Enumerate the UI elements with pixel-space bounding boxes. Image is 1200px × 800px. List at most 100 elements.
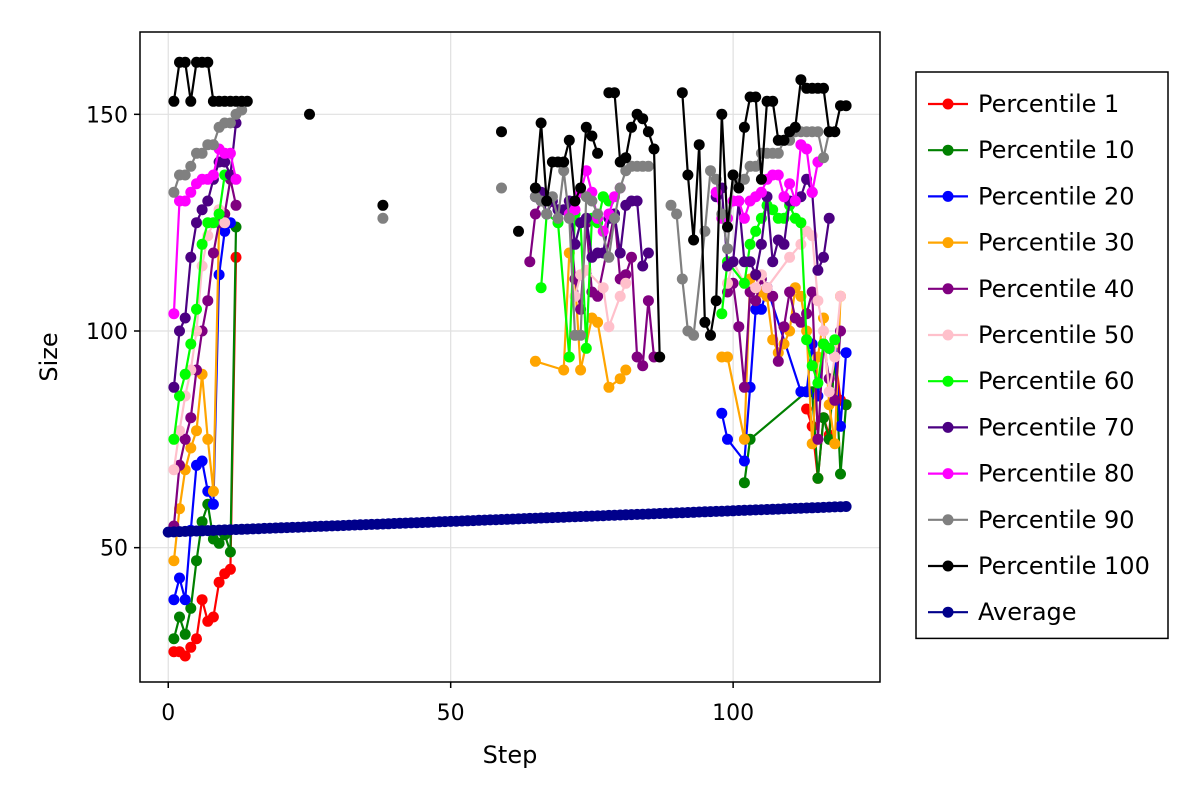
data-point (168, 464, 180, 476)
legend-item: Average (928, 598, 1077, 626)
data-point (603, 381, 615, 393)
data-point (744, 256, 756, 268)
data-point (580, 342, 592, 354)
data-point (818, 251, 829, 263)
data-point (558, 156, 570, 168)
data-point (179, 169, 191, 181)
data-point (654, 351, 666, 363)
data-point (230, 173, 242, 185)
data-point (213, 269, 225, 281)
data-point (558, 165, 570, 177)
data-point (716, 108, 728, 120)
data-point (626, 121, 637, 133)
data-point (614, 182, 626, 194)
data-point (620, 269, 632, 281)
data-point (168, 594, 180, 606)
data-point (744, 238, 756, 250)
data-point (377, 212, 389, 224)
data-point (722, 243, 733, 255)
data-point (168, 95, 180, 107)
legend-label: Percentile 10 (978, 136, 1135, 164)
data-point (784, 178, 796, 190)
data-point (631, 195, 643, 207)
data-point (575, 329, 587, 341)
data-point (761, 282, 773, 294)
y-axis-label: Size (35, 332, 63, 381)
data-point (224, 563, 236, 575)
data-point (738, 121, 750, 133)
legend-marker (942, 190, 954, 202)
data-point (179, 56, 191, 68)
data-point (716, 407, 728, 419)
data-point (207, 217, 219, 229)
data-point (224, 546, 236, 558)
data-point (219, 217, 231, 229)
legend-label: Average (978, 598, 1077, 626)
data-point (224, 147, 236, 159)
data-point (738, 381, 750, 393)
y-tick-label: 150 (86, 103, 128, 128)
data-point (185, 160, 197, 172)
data-point (524, 256, 536, 268)
data-point (823, 212, 835, 224)
data-point (772, 355, 784, 367)
data-point (829, 438, 841, 450)
axis-ticks: 0 50 100 50 100 150 (86, 103, 754, 726)
data-point (778, 191, 790, 203)
legend-item: Percentile 60 (928, 367, 1135, 395)
data-point (513, 225, 524, 237)
legend-marker (942, 375, 954, 387)
data-point (750, 160, 762, 172)
data-point (196, 260, 208, 272)
legend-box (915, 71, 1169, 640)
legend-marker (942, 329, 954, 341)
data-point (569, 238, 581, 250)
data-point (535, 282, 547, 294)
legend-marker (942, 237, 954, 249)
data-point (750, 269, 762, 281)
data-point (191, 303, 202, 315)
data-point (733, 321, 745, 333)
legend-label: Percentile 90 (978, 506, 1135, 534)
data-point (620, 364, 632, 376)
data-point (202, 433, 214, 445)
data-point (631, 351, 643, 363)
legend-label: Percentile 40 (978, 275, 1135, 303)
data-point (795, 316, 807, 328)
data-point (705, 165, 716, 177)
legend-label: Percentile 60 (978, 367, 1135, 395)
data-point (563, 351, 575, 363)
data-point (202, 56, 214, 68)
data-point (563, 134, 575, 146)
data-point (829, 126, 841, 138)
data-point (795, 217, 807, 229)
data-point (191, 633, 202, 645)
data-point (778, 238, 790, 250)
data-point (174, 425, 185, 437)
data-point (829, 334, 841, 346)
data-point (693, 139, 705, 151)
data-point (818, 82, 829, 94)
data-point (569, 195, 581, 207)
legend-label: Percentile 20 (978, 182, 1135, 210)
data-point (609, 212, 620, 224)
data-point (207, 247, 219, 259)
data-point (213, 208, 225, 220)
data-point (637, 113, 649, 125)
data-point (535, 117, 547, 129)
series-average (162, 501, 852, 538)
data-point (767, 204, 779, 216)
legend-item: Percentile 90 (928, 506, 1135, 534)
data-point (812, 264, 824, 276)
data-point (772, 169, 784, 181)
data-point (750, 91, 762, 103)
data-point (733, 195, 745, 207)
y-tick-label: 50 (100, 537, 128, 562)
legend-item: Percentile 20 (928, 182, 1135, 210)
legend-item: Percentile 80 (928, 460, 1135, 488)
legend-marker (942, 98, 954, 110)
data-point (592, 147, 604, 159)
data-point (202, 295, 214, 307)
data-point (224, 117, 236, 129)
data-point (174, 325, 185, 337)
